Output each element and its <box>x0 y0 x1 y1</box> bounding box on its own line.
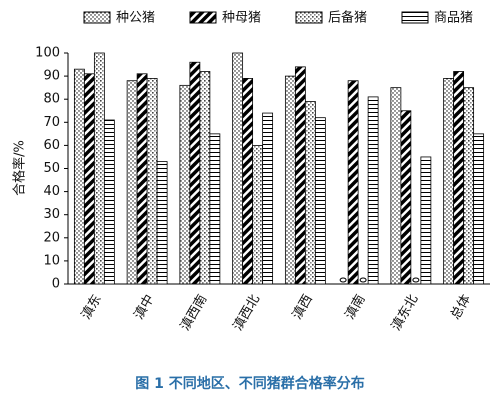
y-axis-label: 合格率/% <box>12 140 28 196</box>
bar <box>412 277 420 283</box>
y-tick-label: 0 <box>52 277 60 292</box>
bar <box>367 96 379 285</box>
bar <box>83 73 95 285</box>
bar <box>453 71 465 285</box>
y-tick-label: 70 <box>43 115 60 130</box>
bar <box>390 87 402 285</box>
bar <box>73 68 85 285</box>
legend-swatch <box>401 11 429 24</box>
bar <box>146 78 158 285</box>
bar <box>284 75 296 285</box>
bar <box>199 71 211 285</box>
bar <box>93 52 105 285</box>
bar <box>304 101 316 285</box>
bar <box>443 78 455 285</box>
bar <box>189 61 201 285</box>
x-tick-label: 滇西北 <box>231 292 263 333</box>
y-tick-label: 40 <box>43 184 60 199</box>
legend-label: 种母猪 <box>222 11 261 26</box>
x-tick-label: 滇中 <box>132 292 158 322</box>
bar <box>463 87 475 285</box>
legend-swatch <box>295 11 323 24</box>
legend-label: 商品猪 <box>434 11 473 26</box>
y-tick-label: 60 <box>43 138 60 153</box>
bar <box>294 66 306 285</box>
y-tick-label: 10 <box>43 253 60 268</box>
bar <box>400 110 412 285</box>
legend-swatch <box>83 11 111 24</box>
x-tick-label: 滇南 <box>342 292 369 323</box>
x-tick-label: 总体 <box>448 292 474 322</box>
bar <box>262 112 274 285</box>
x-tick-label: 滇东北 <box>389 292 421 333</box>
bar <box>252 144 264 285</box>
bar <box>103 119 115 285</box>
y-tick-label: 80 <box>43 92 60 107</box>
bar <box>420 156 432 285</box>
bar <box>136 73 148 285</box>
bar <box>314 117 326 285</box>
y-tick-label: 50 <box>43 161 60 176</box>
bar <box>473 133 485 285</box>
bar <box>347 80 359 285</box>
legend-label: 种公猪 <box>116 11 155 26</box>
x-tick-label: 滇西 <box>290 292 316 322</box>
bar <box>209 133 221 285</box>
bar <box>126 80 138 285</box>
bar <box>339 277 347 283</box>
chart-title: 图 1 不同地区、不同猪群合格率分布 <box>135 375 365 392</box>
legend-label: 后备猪 <box>328 10 367 26</box>
x-tick-label: 滇东 <box>79 292 105 322</box>
bar <box>232 52 244 285</box>
y-tick-label: 100 <box>35 46 60 61</box>
bar <box>359 277 367 283</box>
y-tick-label: 30 <box>43 207 60 222</box>
legend-swatch <box>189 11 217 24</box>
bar <box>179 84 191 285</box>
x-tick-label: 滇西南 <box>177 292 210 334</box>
bar <box>242 78 254 285</box>
y-tick-label: 20 <box>43 230 60 245</box>
bar <box>156 161 168 285</box>
y-tick-label: 90 <box>43 69 60 84</box>
